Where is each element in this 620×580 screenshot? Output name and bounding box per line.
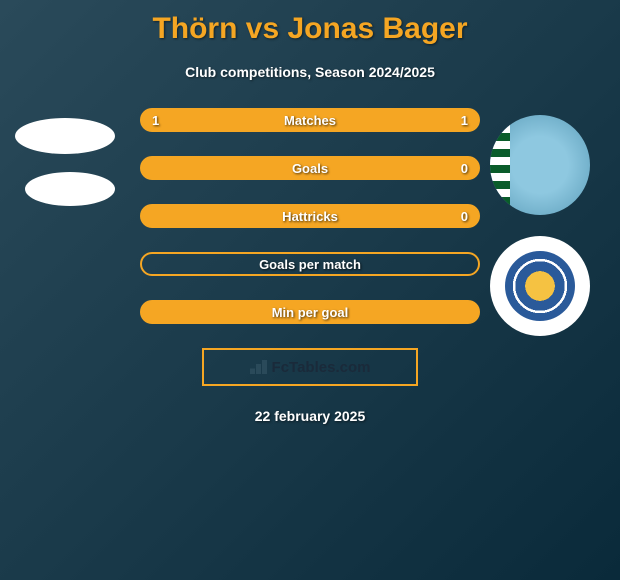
stat-row: 1 Matches 1 bbox=[0, 108, 620, 132]
attribution-box[interactable]: FcTables.com bbox=[202, 348, 418, 386]
site-name: FcTables.com bbox=[272, 359, 371, 376]
stat-row: Goals 0 bbox=[0, 156, 620, 180]
footer-date: 22 february 2025 bbox=[0, 408, 620, 424]
stat-row: Min per goal bbox=[0, 300, 620, 324]
stat-right-value: 0 bbox=[461, 161, 468, 176]
stats-container: 1 Matches 1 Goals 0 Hattricks 0 Goals pe… bbox=[0, 108, 620, 324]
stat-bar-goals: Goals 0 bbox=[140, 156, 480, 180]
stat-row: Goals per match bbox=[0, 252, 620, 276]
stat-left-value: 1 bbox=[152, 113, 159, 128]
stat-bar-mpg: Min per goal bbox=[140, 300, 480, 324]
stat-bar-gpm: Goals per match bbox=[140, 252, 480, 276]
stat-label: Min per goal bbox=[272, 305, 349, 320]
stat-label: Goals per match bbox=[259, 257, 361, 272]
chart-icon bbox=[250, 360, 268, 374]
page-title: Thörn vs Jonas Bager bbox=[0, 0, 620, 46]
subtitle: Club competitions, Season 2024/2025 bbox=[0, 64, 620, 80]
stat-bar-hattricks: Hattricks 0 bbox=[140, 204, 480, 228]
stat-row: Hattricks 0 bbox=[0, 204, 620, 228]
stat-label: Matches bbox=[284, 113, 336, 128]
stat-bar-matches: 1 Matches 1 bbox=[140, 108, 480, 132]
stat-right-value: 0 bbox=[461, 209, 468, 224]
stat-right-value: 1 bbox=[461, 113, 468, 128]
stat-label: Hattricks bbox=[282, 209, 338, 224]
stat-label: Goals bbox=[292, 161, 328, 176]
